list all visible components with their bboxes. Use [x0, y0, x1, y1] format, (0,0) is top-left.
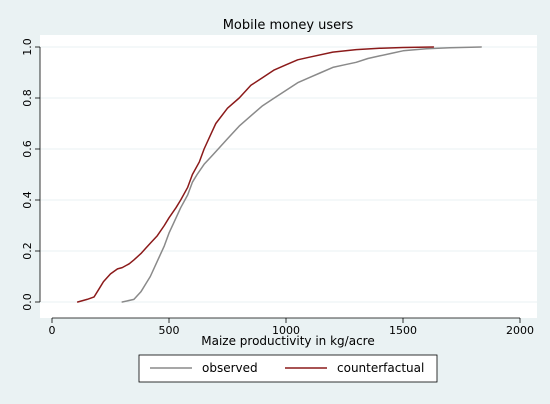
chart-title: Mobile money users: [223, 18, 354, 33]
x-tick-label-3: 1500: [389, 324, 417, 337]
y-tick-label-4: 0.8: [21, 89, 34, 107]
legend: observed counterfactual: [138, 354, 438, 383]
legend-label-observed: observed: [202, 361, 258, 375]
axes: 0.0 0.2 0.4 0.6 0.8 1.0 0 500 1000 1500 2000: [21, 38, 534, 337]
x-tick-label-0: 0: [49, 324, 56, 337]
series-line-counterfactual: [76, 46, 435, 303]
x-tick-label-2: 1000: [272, 324, 300, 337]
series-lines: [76, 46, 482, 303]
y-tick-label-2: 0.4: [21, 191, 34, 209]
legend-label-counterfactual: counterfactual: [337, 361, 424, 375]
plot-area: [40, 35, 537, 318]
y-tick-label-3: 0.6: [21, 140, 34, 158]
y-tick-label-0: 0.0: [21, 293, 34, 311]
series-line-observed: [121, 46, 482, 303]
x-tick-label-4: 2000: [506, 324, 534, 337]
x-axis-label: Maize productivity in kg/acre: [201, 334, 374, 348]
y-tick-label-5: 1.0: [21, 38, 34, 56]
x-tick-label-1: 500: [159, 324, 180, 337]
y-tick-label-1: 0.2: [21, 242, 34, 260]
